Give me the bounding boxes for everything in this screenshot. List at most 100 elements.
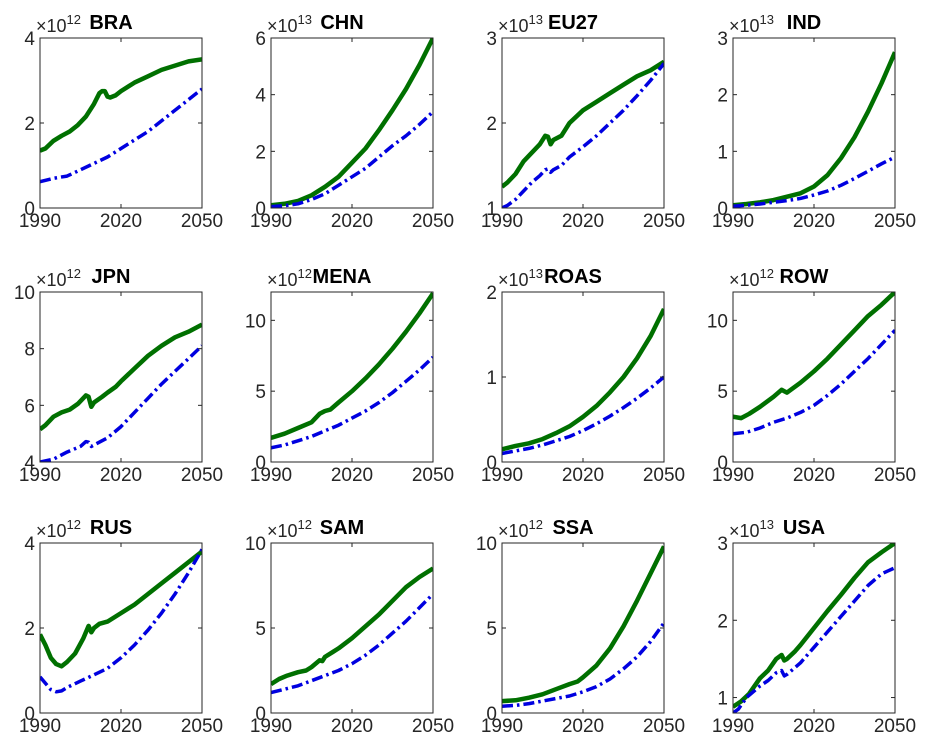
series-solid-ind	[733, 51, 895, 208]
exponent-label-rus: ×1012	[36, 517, 81, 541]
y-tick-label-4: 4	[24, 453, 35, 474]
y-tick-label-4: 4	[24, 534, 35, 555]
y-tick-label-2: 2	[717, 611, 728, 632]
subplot-title-chn: CHN	[320, 12, 363, 34]
subplot-title-rus: RUS	[90, 517, 132, 539]
exponent-label-eu27: ×1013	[498, 12, 543, 36]
y-tick-label-8: 8	[24, 340, 35, 361]
x-tick-label-1990: 1990	[712, 716, 754, 737]
x-tick-label-1990: 1990	[712, 211, 754, 232]
series-solid-chn	[271, 38, 433, 208]
x-tick-label-1990: 1990	[250, 211, 292, 232]
x-tick-label-2050: 2050	[874, 211, 916, 232]
y-tick-label-0: 0	[255, 199, 266, 220]
y-tick-label-5: 5	[717, 382, 728, 403]
exponent-label-usa: ×1013	[729, 517, 774, 541]
series-dashed-bra	[40, 87, 202, 184]
axes-box-chn	[270, 37, 434, 209]
series-solid-ssa	[502, 545, 664, 704]
y-tick-label-1: 1	[486, 368, 497, 389]
y-tick-label-2: 2	[486, 114, 497, 135]
axes-box-jpn	[39, 291, 203, 463]
x-tick-label-2020: 2020	[331, 716, 373, 737]
exponent-label-jpn: ×1012	[36, 266, 81, 290]
exponent-label-row: ×1012	[729, 266, 774, 290]
y-tick-label-6: 6	[255, 29, 266, 50]
y-tick-label-6: 6	[24, 396, 35, 417]
series-solid-jpn	[40, 322, 202, 432]
y-tick-label-0: 0	[717, 199, 728, 220]
x-tick-label-2020: 2020	[793, 716, 835, 737]
y-tick-label-0: 0	[486, 453, 497, 474]
y-tick-label-1: 1	[486, 199, 497, 220]
subplot-title-roas: ROAS	[544, 266, 602, 288]
y-tick-label-4: 4	[255, 86, 266, 107]
subplot-rus: 1990 2020 2050 0 2 4×1012 RUS	[19, 517, 223, 737]
exponent-label-roas: ×1013	[498, 266, 543, 290]
x-tick-label-2050: 2050	[874, 716, 916, 737]
x-tick-label-2050: 2050	[181, 211, 223, 232]
y-tick-label-0: 0	[255, 704, 266, 725]
series-dashed-mena	[271, 355, 433, 450]
series-dashed-row	[733, 329, 895, 436]
x-tick-label-2020: 2020	[562, 465, 604, 486]
subplot-title-ind: IND	[787, 12, 821, 34]
y-tick-label-3: 3	[486, 29, 497, 50]
subplot-title-mena: MENA	[313, 266, 372, 288]
x-tick-label-2050: 2050	[643, 716, 685, 737]
series-solid-mena	[271, 292, 433, 441]
series-dashed-ind	[733, 155, 895, 208]
y-tick-label-0: 0	[486, 704, 497, 725]
exponent-label-ssa: ×1012	[498, 517, 543, 541]
subplot-ssa: 1990 2020 2050 0 5 10×1012 SSA	[476, 517, 685, 737]
x-tick-label-1990: 1990	[481, 716, 523, 737]
x-tick-label-1990: 1990	[250, 465, 292, 486]
x-tick-label-1990: 1990	[19, 465, 61, 486]
exponent-label-ind: ×1013	[729, 12, 774, 36]
y-tick-label-2: 2	[717, 86, 728, 107]
y-tick-label-2: 2	[486, 283, 497, 304]
x-tick-label-2020: 2020	[562, 716, 604, 737]
subplot-ind: 1990 2020 2050 0 1 2 3×1013 IND	[712, 12, 916, 232]
axes-box-ind	[732, 37, 896, 209]
subplot-title-sam: SAM	[320, 517, 364, 539]
series-dashed-roas	[502, 375, 664, 456]
subplot-title-ssa: SSA	[552, 517, 593, 539]
y-tick-label-2: 2	[255, 142, 266, 163]
subplot-title-bra: BRA	[89, 12, 132, 34]
axes-box-eu27	[501, 37, 665, 209]
series-dashed-ssa	[502, 621, 664, 708]
y-tick-label-0: 0	[24, 704, 35, 725]
series-solid-rus	[40, 549, 202, 669]
x-tick-label-2050: 2050	[643, 465, 685, 486]
y-tick-label-10: 10	[245, 534, 266, 555]
series-solid-eu27	[502, 59, 664, 189]
x-tick-label-2050: 2050	[181, 716, 223, 737]
y-tick-label-3: 3	[717, 29, 728, 50]
series-solid-sam	[271, 566, 433, 687]
x-tick-label-2020: 2020	[100, 211, 142, 232]
axes-box-row	[732, 291, 896, 463]
subplot-title-jpn: JPN	[92, 266, 131, 288]
y-tick-label-2: 2	[24, 619, 35, 640]
subplot-usa: 1990 2020 2050 1 2 3×1013 USA	[712, 517, 916, 737]
subplot-chn: 1990 2020 2050 0 2 4 6×1013 CHN	[250, 12, 454, 232]
y-tick-label-4: 4	[24, 29, 35, 50]
x-tick-label-2020: 2020	[793, 465, 835, 486]
series-solid-roas	[502, 307, 664, 452]
x-tick-label-1990: 1990	[19, 716, 61, 737]
y-tick-label-0: 0	[717, 453, 728, 474]
y-tick-label-5: 5	[486, 619, 497, 640]
y-tick-label-10: 10	[476, 534, 497, 555]
x-tick-label-2020: 2020	[331, 465, 373, 486]
x-tick-label-2050: 2050	[412, 211, 454, 232]
y-tick-label-2: 2	[24, 114, 35, 135]
series-dashed-sam	[271, 592, 433, 695]
subplot-sam: 1990 2020 2050 0 5 10×1012 SAM	[245, 517, 454, 737]
exponent-label-chn: ×1013	[267, 12, 312, 36]
subplot-eu27: 1990 2020 2050 1 2 3×1013 EU27	[481, 12, 685, 232]
x-tick-label-1990: 1990	[481, 465, 523, 486]
series-solid-bra	[40, 57, 202, 153]
exponent-label-sam: ×1012	[267, 517, 312, 541]
